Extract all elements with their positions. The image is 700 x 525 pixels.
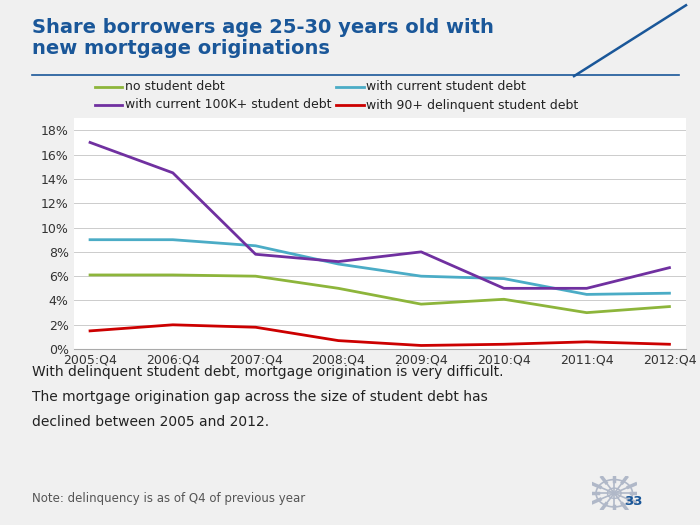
Text: Note: delinquency is as of Q4 of previous year: Note: delinquency is as of Q4 of previou… [32, 492, 304, 506]
Text: declined between 2005 and 2012.: declined between 2005 and 2012. [32, 415, 269, 429]
Text: 33: 33 [624, 495, 643, 508]
Text: with current 100K+ student debt: with current 100K+ student debt [125, 99, 331, 111]
Text: new mortgage originations: new mortgage originations [32, 39, 330, 58]
Text: Share borrowers age 25-30 years old with: Share borrowers age 25-30 years old with [32, 18, 493, 37]
Text: with 90+ delinquent student debt: with 90+ delinquent student debt [366, 99, 578, 111]
Text: The mortgage origination gap across the size of student debt has: The mortgage origination gap across the … [32, 390, 487, 404]
Text: with current student debt: with current student debt [366, 80, 526, 93]
Text: With delinquent student debt, mortgage origination is very difficult.: With delinquent student debt, mortgage o… [32, 365, 503, 379]
Text: no student debt: no student debt [125, 80, 224, 93]
